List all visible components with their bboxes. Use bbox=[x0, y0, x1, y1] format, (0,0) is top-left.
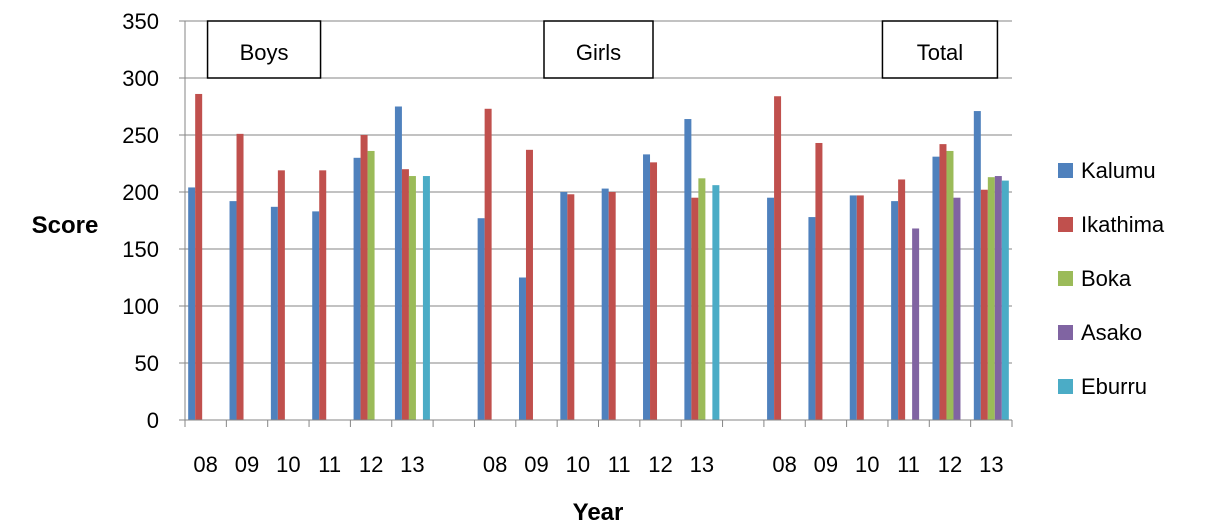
y-tick-label: 50 bbox=[135, 351, 159, 376]
bar-ikathima-boys-11 bbox=[319, 170, 327, 420]
legend: Kalumu Ikathima Boka Asako Eburru bbox=[1058, 158, 1165, 399]
bar-ikathima-boys-13 bbox=[401, 169, 409, 420]
bar-ikathima-total-13 bbox=[980, 189, 988, 420]
bar-ikathima-girls-11 bbox=[608, 192, 616, 420]
x-tick-label: 09 bbox=[814, 452, 838, 477]
bar-kalumu-girls-11 bbox=[601, 188, 609, 420]
x-tick-label: 11 bbox=[897, 452, 920, 477]
bar-kalumu-girls-12 bbox=[643, 154, 651, 420]
x-tick-label: 09 bbox=[235, 452, 259, 477]
y-tick-label: 250 bbox=[122, 123, 159, 148]
bar-boka-total-13 bbox=[987, 177, 995, 420]
bar-ikathima-total-09 bbox=[815, 142, 823, 421]
legend-swatch-eburru bbox=[1058, 379, 1073, 394]
group-labels: Boys Girls Total bbox=[206, 20, 999, 79]
x-tick-label: 10 bbox=[566, 452, 590, 477]
x-tick-label: 12 bbox=[359, 452, 383, 477]
y-tick-label: 0 bbox=[147, 408, 159, 433]
x-tick-label: 13 bbox=[400, 452, 424, 477]
group-label-box bbox=[206, 20, 322, 79]
bar-kalumu-boys-13 bbox=[394, 106, 402, 420]
legend-swatch-boka bbox=[1058, 271, 1073, 286]
x-tick-label: 08 bbox=[483, 452, 507, 477]
x-tick-label: 12 bbox=[648, 452, 672, 477]
group-label: Girls bbox=[576, 40, 621, 65]
bar-boka-boys-12 bbox=[367, 150, 375, 420]
bar-kalumu-girls-09 bbox=[518, 277, 526, 420]
bar-kalumu-total-09 bbox=[808, 217, 816, 420]
x-tick-label: 10 bbox=[855, 452, 879, 477]
group-label-box bbox=[543, 20, 654, 79]
y-axis-title: Score bbox=[32, 212, 99, 239]
bar-ikathima-boys-09 bbox=[236, 133, 244, 421]
bar-eburru-boys-13 bbox=[422, 176, 430, 420]
y-tick-label: 100 bbox=[122, 294, 159, 319]
bar-kalumu-boys-08 bbox=[188, 187, 196, 420]
legend-label-kalumu: Kalumu bbox=[1081, 158, 1156, 183]
bar-ikathima-girls-09 bbox=[525, 149, 533, 420]
bar-ikathima-total-10 bbox=[856, 195, 864, 420]
legend-swatch-ikathima bbox=[1058, 217, 1073, 232]
bar-kalumu-boys-12 bbox=[353, 157, 361, 421]
bar-eburru-total-13 bbox=[1001, 180, 1009, 420]
y-tick-label: 200 bbox=[122, 180, 159, 205]
x-tick-label: 11 bbox=[608, 452, 631, 477]
bar-eburru-girls-13 bbox=[712, 185, 720, 420]
bar-kalumu-boys-10 bbox=[270, 206, 278, 420]
bar-ikathima-total-11 bbox=[898, 179, 906, 420]
bar-kalumu-total-11 bbox=[891, 201, 899, 420]
x-tick-label: 12 bbox=[938, 452, 962, 477]
bar-ikathima-total-12 bbox=[939, 144, 947, 420]
legend-swatch-kalumu bbox=[1058, 163, 1073, 178]
bar-ikathima-boys-08 bbox=[195, 93, 203, 421]
bar-ikathima-girls-10 bbox=[567, 194, 575, 420]
bar-ikathima-girls-13 bbox=[691, 197, 699, 420]
y-tick-label: 150 bbox=[122, 237, 159, 262]
bar-kalumu-girls-10 bbox=[560, 192, 568, 420]
bar-ikathima-girls-12 bbox=[650, 162, 658, 421]
x-tick-label: 09 bbox=[524, 452, 548, 477]
bar-ikathima-total-08 bbox=[774, 96, 782, 421]
bar-boka-boys-13 bbox=[408, 176, 416, 420]
legend-label-ikathima: Ikathima bbox=[1081, 212, 1165, 237]
y-tick-labels: 0 50 100 150 200 250 300 350 bbox=[122, 9, 159, 433]
y-tick-label: 300 bbox=[122, 66, 159, 91]
x-tick-label: 08 bbox=[772, 452, 796, 477]
group-label: Total bbox=[917, 40, 963, 65]
legend-swatch-asako bbox=[1058, 325, 1073, 340]
x-tick-label: 10 bbox=[276, 452, 300, 477]
group-label-box bbox=[881, 20, 999, 79]
x-axis-title: Year bbox=[573, 499, 624, 526]
legend-label-eburru: Eburru bbox=[1081, 374, 1147, 399]
bar-asako-total-11 bbox=[912, 228, 920, 420]
gridlines bbox=[179, 20, 1012, 421]
bar-asako-total-12 bbox=[953, 197, 961, 420]
x-tick-label: 08 bbox=[193, 452, 217, 477]
bar-kalumu-total-08 bbox=[767, 197, 775, 420]
bar-kalumu-girls-13 bbox=[684, 119, 692, 420]
bar-kalumu-boys-11 bbox=[312, 211, 320, 420]
x-tick-label: 11 bbox=[318, 452, 341, 477]
x-tick-labels: 08 09 10 11 12 13 08 09 10 11 12 13 08 09 10 11 12 13 bbox=[193, 452, 1003, 477]
x-tick-label: 13 bbox=[979, 452, 1003, 477]
bar-ikathima-girls-08 bbox=[484, 108, 492, 420]
group-label: Boys bbox=[240, 40, 289, 65]
bar-ikathima-boys-10 bbox=[277, 170, 285, 420]
bars bbox=[188, 93, 1009, 421]
bar-kalumu-boys-09 bbox=[229, 201, 237, 420]
legend-label-asako: Asako bbox=[1081, 320, 1142, 345]
bar-boka-total-12 bbox=[946, 150, 954, 420]
bar-kalumu-total-12 bbox=[932, 156, 940, 420]
bar-asako-total-13 bbox=[994, 176, 1002, 420]
bar-ikathima-boys-12 bbox=[360, 135, 368, 420]
bar-boka-girls-13 bbox=[698, 178, 706, 420]
legend-label-boka: Boka bbox=[1081, 266, 1132, 291]
y-tick-label: 350 bbox=[122, 9, 159, 34]
axes bbox=[184, 21, 1013, 427]
bar-kalumu-total-10 bbox=[849, 195, 857, 420]
x-tick-label: 13 bbox=[690, 452, 714, 477]
bar-kalumu-total-13 bbox=[973, 111, 981, 420]
bar-kalumu-girls-08 bbox=[477, 218, 485, 420]
